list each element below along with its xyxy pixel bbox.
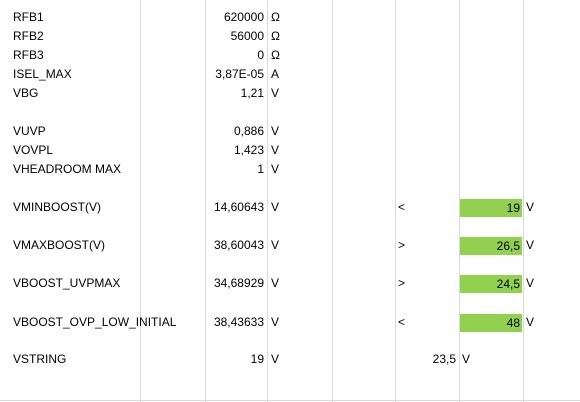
param-unit-vbg[interactable]: V: [271, 86, 280, 100]
table-row: VMINBOOST(V) 14,60643 V < 19 V: [0, 198, 580, 217]
param-unit-vheadroom-max[interactable]: V: [271, 162, 280, 176]
limit-value-vminboost[interactable]: 19: [460, 199, 522, 217]
limit-value-vboost-uvpmax[interactable]: 24,5: [460, 275, 522, 293]
limit-unit-vminboost[interactable]: V: [526, 200, 535, 214]
table-row: VHEADROOM MAX 1 V: [0, 160, 580, 179]
table-row: RFB3 0 Ω: [0, 46, 580, 65]
param-label-vuvp[interactable]: VUVP: [13, 124, 46, 138]
table-row: VOVPL 1,423 V: [0, 141, 580, 160]
param-value-rfb2[interactable]: 56000: [230, 29, 264, 43]
param-label-vovpl[interactable]: VOVPL: [13, 143, 54, 157]
param-label-vminboost[interactable]: VMINBOOST(V): [13, 200, 102, 214]
param-value-vstring[interactable]: 19: [250, 352, 264, 366]
table-row: VUVP 0,886 V: [0, 122, 580, 141]
param-label-vboost-uvpmax[interactable]: VBOOST_UVPMAX: [13, 276, 121, 290]
param-label-rfb2[interactable]: RFB2: [13, 29, 44, 43]
param-unit-vovpl[interactable]: V: [271, 143, 280, 157]
param-label-vstring[interactable]: VSTRING: [13, 352, 67, 366]
table-row: VBG 1,21 V: [0, 84, 580, 103]
param-unit-isel-max[interactable]: A: [271, 67, 280, 81]
extra-unit-vstring[interactable]: V: [462, 352, 471, 366]
table-row: RFB2 56000 Ω: [0, 27, 580, 46]
param-unit-vboost-uvpmax[interactable]: V: [271, 276, 280, 290]
param-label-vmaxboost[interactable]: VMAXBOOST(V): [13, 238, 106, 252]
param-value-vminboost[interactable]: 14,60643: [213, 200, 264, 214]
param-value-vboost-uvpmax[interactable]: 34,68929: [213, 276, 264, 290]
param-value-vboost-ovp-low-initial[interactable]: 38,43633: [213, 315, 264, 329]
param-value-vovpl[interactable]: 1,423: [233, 143, 264, 157]
param-value-rfb1[interactable]: 620000: [223, 10, 264, 24]
table-row: VBOOST_UVPMAX 34,68929 V > 24,5 V: [0, 274, 580, 293]
param-unit-vboost-ovp-low-initial[interactable]: V: [271, 315, 280, 329]
param-unit-vstring[interactable]: V: [271, 352, 280, 366]
comparison-operator-vboost-uvpmax[interactable]: >: [398, 276, 406, 290]
param-label-rfb3[interactable]: RFB3: [13, 48, 44, 62]
param-unit-rfb1[interactable]: Ω: [271, 10, 280, 24]
param-value-isel-max[interactable]: 3,87E-05: [215, 67, 264, 81]
limit-unit-vboost-uvpmax[interactable]: V: [526, 276, 535, 290]
limit-value-vboost-ovp-low-initial[interactable]: 48: [460, 314, 522, 332]
param-unit-vuvp[interactable]: V: [271, 124, 280, 138]
table-row: ISEL_MAX 3,87E-05 A: [0, 65, 580, 84]
limit-value-vmaxboost[interactable]: 26,5: [460, 237, 522, 255]
param-unit-vminboost[interactable]: V: [271, 200, 280, 214]
param-label-vheadroom-max[interactable]: VHEADROOM MAX: [13, 162, 122, 176]
table-row: VSTRING 19 V 23,5 V: [0, 350, 580, 369]
table-row: RFB1 620000 Ω: [0, 8, 580, 27]
param-value-rfb3[interactable]: 0: [257, 48, 264, 62]
table-row: VMAXBOOST(V) 38,60043 V > 26,5 V: [0, 236, 580, 255]
param-unit-vmaxboost[interactable]: V: [271, 238, 280, 252]
param-value-vuvp[interactable]: 0,886: [233, 124, 264, 138]
extra-value-vstring[interactable]: 23,5: [432, 352, 456, 366]
comparison-operator-vmaxboost[interactable]: >: [398, 238, 406, 252]
limit-unit-vmaxboost[interactable]: V: [526, 238, 535, 252]
limit-unit-vboost-ovp-low-initial[interactable]: V: [526, 315, 535, 329]
param-label-rfb1[interactable]: RFB1: [13, 10, 44, 24]
param-label-vboost-ovp-low-initial[interactable]: VBOOST_OVP_LOW_INITIAL: [13, 315, 177, 329]
comparison-operator-vminboost[interactable]: <: [398, 200, 406, 214]
param-value-vbg[interactable]: 1,21: [240, 86, 264, 100]
param-label-vbg[interactable]: VBG: [13, 86, 39, 100]
param-unit-rfb2[interactable]: Ω: [271, 29, 280, 43]
param-unit-rfb3[interactable]: Ω: [271, 48, 280, 62]
table-row: VBOOST_OVP_LOW_INITIAL 38,43633 V < 48 V: [0, 313, 580, 332]
comparison-operator-vboost-ovp-low-initial[interactable]: <: [398, 315, 406, 329]
param-value-vmaxboost[interactable]: 38,60043: [213, 238, 264, 252]
param-label-isel-max[interactable]: ISEL_MAX: [13, 67, 72, 81]
param-value-vheadroom-max[interactable]: 1: [257, 162, 264, 176]
